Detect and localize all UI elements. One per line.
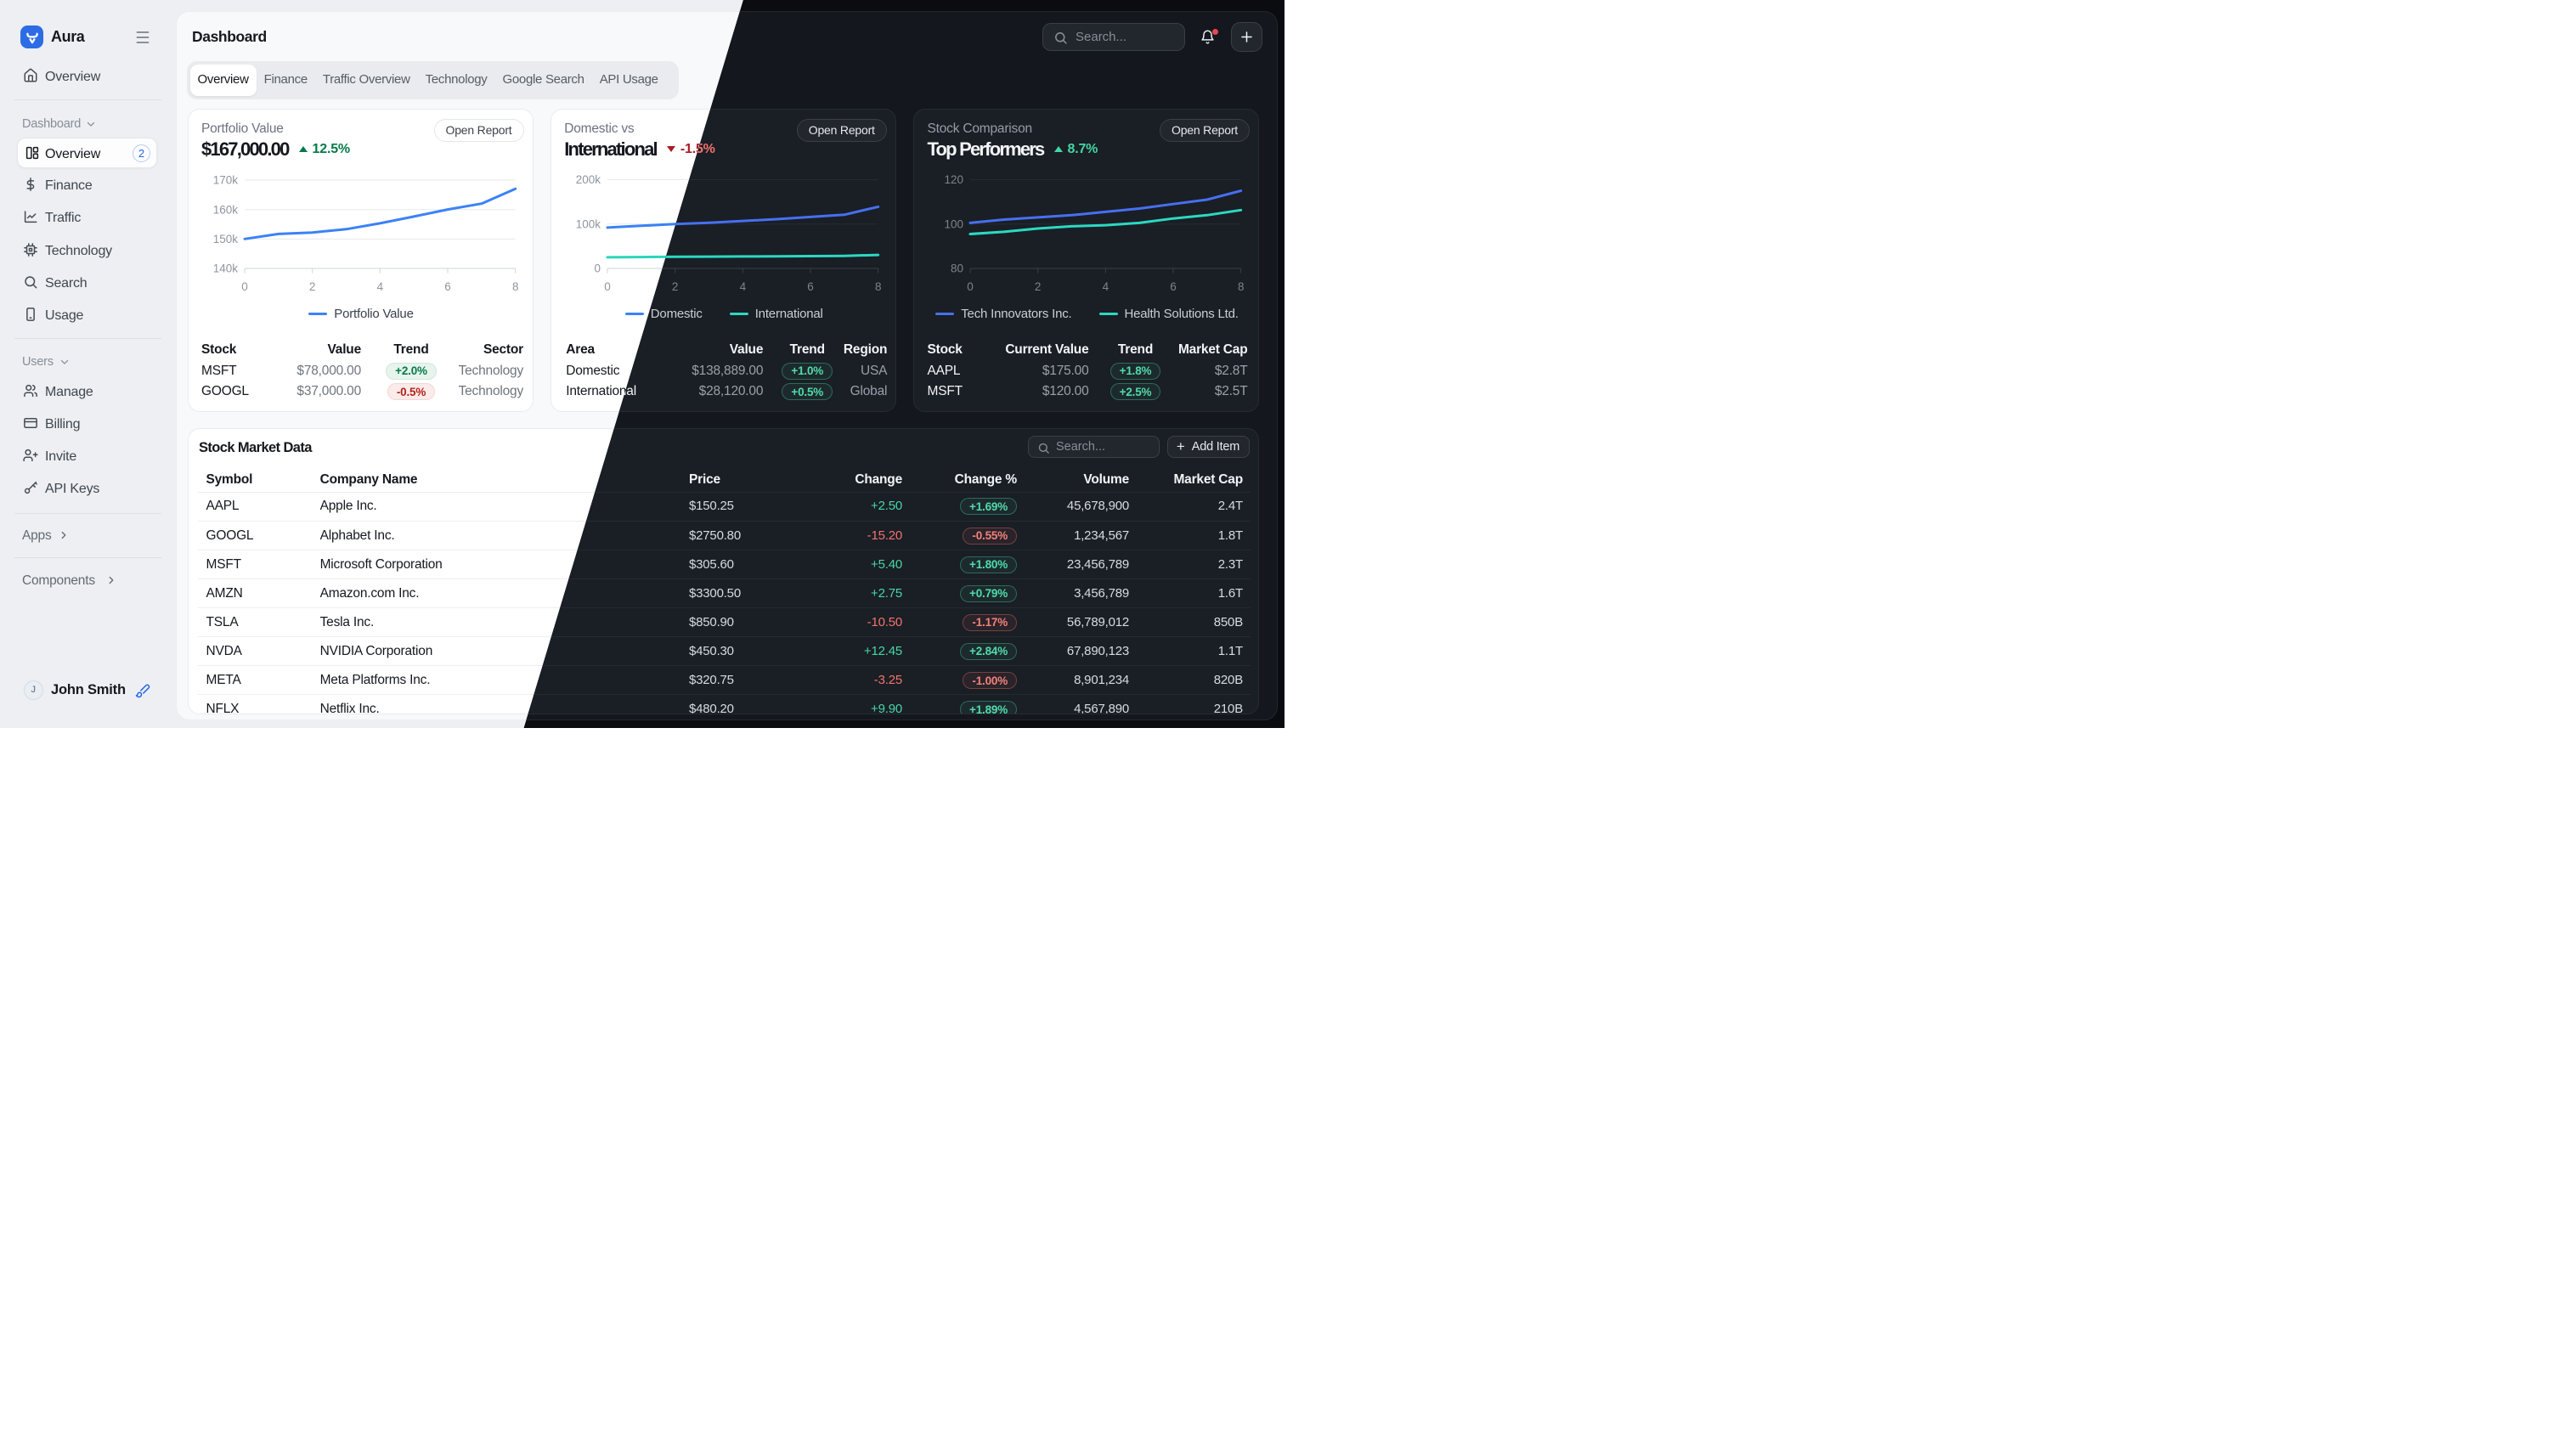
svg-text:8: 8 bbox=[511, 280, 518, 293]
svg-text:2: 2 bbox=[672, 280, 679, 293]
svg-text:6: 6 bbox=[444, 280, 451, 293]
svg-text:8: 8 bbox=[875, 280, 882, 293]
svg-text:6: 6 bbox=[1170, 280, 1177, 293]
svg-text:4: 4 bbox=[1103, 280, 1109, 293]
svg-text:0: 0 bbox=[967, 280, 974, 293]
svg-text:140k: 140k bbox=[212, 262, 238, 274]
svg-text:0: 0 bbox=[594, 262, 601, 274]
svg-text:80: 80 bbox=[951, 262, 963, 274]
svg-text:0: 0 bbox=[241, 280, 248, 293]
svg-text:8: 8 bbox=[1238, 280, 1245, 293]
svg-text:4: 4 bbox=[739, 280, 746, 293]
svg-text:100k: 100k bbox=[575, 217, 601, 230]
svg-text:100: 100 bbox=[944, 217, 963, 230]
svg-text:120: 120 bbox=[944, 173, 963, 186]
svg-text:6: 6 bbox=[807, 280, 814, 293]
svg-text:170k: 170k bbox=[212, 173, 238, 186]
svg-text:2: 2 bbox=[308, 280, 315, 293]
svg-text:150k: 150k bbox=[212, 233, 238, 245]
svg-text:0: 0 bbox=[604, 280, 611, 293]
svg-text:160k: 160k bbox=[212, 203, 238, 216]
svg-text:200k: 200k bbox=[575, 173, 601, 186]
svg-text:4: 4 bbox=[376, 280, 383, 293]
svg-text:2: 2 bbox=[1035, 280, 1042, 293]
